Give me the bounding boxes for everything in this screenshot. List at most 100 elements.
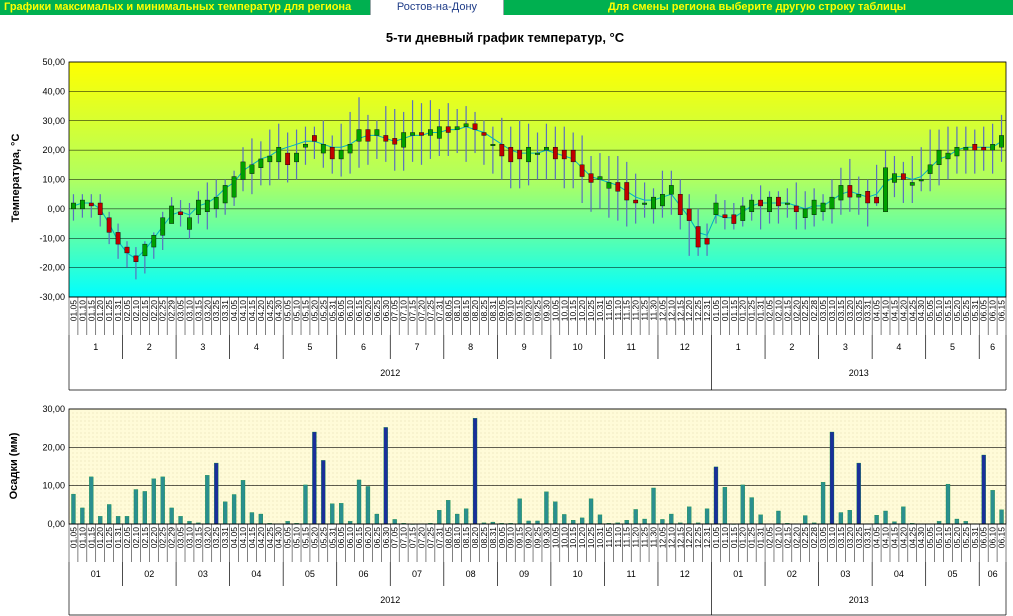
precip-date-tick-label: 03.25 bbox=[211, 527, 221, 549]
precip-bar bbox=[722, 487, 728, 525]
precip-date-tick-label: 07.10 bbox=[399, 527, 409, 549]
temp-date-tick-label: 01.31 bbox=[756, 300, 766, 322]
precip-y-tick-label: 20,00 bbox=[42, 442, 65, 452]
temp-candle bbox=[552, 146, 558, 160]
temp-candle bbox=[142, 243, 148, 257]
precip-month-label: 02 bbox=[787, 569, 797, 579]
temp-candle bbox=[169, 205, 175, 224]
precip-bar bbox=[633, 509, 638, 525]
temp-date-tick-label: 05.31 bbox=[327, 300, 337, 322]
temp-date-tick-label: 07.25 bbox=[425, 300, 435, 322]
precip-date-tick-label: 04.30 bbox=[274, 527, 284, 549]
temp-date-tick-label: 05.25 bbox=[961, 300, 971, 322]
precip-date-tick-label: 05.05 bbox=[283, 527, 293, 549]
temp-candle bbox=[544, 146, 549, 151]
precip-date-tick-label: 11.20 bbox=[631, 527, 641, 548]
precip-date-tick-label: 04.05 bbox=[872, 527, 882, 549]
precip-bar bbox=[740, 484, 745, 525]
precip-bar bbox=[642, 518, 647, 525]
precip-date-tick-label: 01.25 bbox=[747, 527, 757, 549]
precip-date-tick-label: 01.15 bbox=[729, 527, 739, 549]
temp-candle bbox=[829, 196, 835, 210]
precip-date-tick-label: 06.25 bbox=[372, 527, 382, 549]
temp-date-tick-label: 01.05 bbox=[711, 300, 721, 322]
precip-date-tick-label: 02.29 bbox=[167, 527, 177, 549]
precip-plot-area bbox=[69, 409, 1006, 524]
temp-month-label: 5 bbox=[307, 342, 312, 352]
temp-candle bbox=[392, 138, 398, 145]
temp-candle bbox=[267, 155, 273, 163]
temp-candle bbox=[660, 193, 665, 207]
banner-hint: Для смены региона выберите другую строку… bbox=[608, 1, 906, 13]
temp-date-tick-label: 11.10 bbox=[613, 300, 623, 321]
precip-date-tick-label: 02.10 bbox=[773, 527, 783, 549]
precip-date-tick-label: 08.05 bbox=[443, 527, 453, 549]
temp-date-tick-label: 04.05 bbox=[229, 300, 239, 322]
temp-month-label: 6 bbox=[361, 342, 366, 352]
precip-bar bbox=[776, 510, 781, 525]
temp-candle bbox=[445, 126, 451, 133]
temp-month-label: 7 bbox=[415, 342, 420, 352]
precip-y-tick-label: 0,00 bbox=[47, 519, 65, 529]
temp-candle bbox=[633, 199, 639, 204]
temp-date-tick-label: 08.15 bbox=[461, 300, 471, 322]
temp-date-tick-label: 12.31 bbox=[702, 300, 712, 322]
temp-date-tick-label: 05.15 bbox=[300, 300, 310, 322]
temp-candle bbox=[820, 202, 826, 213]
precip-bar bbox=[562, 514, 567, 525]
precip-date-tick-label: 06.15 bbox=[354, 527, 364, 549]
temp-date-tick-label: 04.15 bbox=[889, 300, 899, 322]
precip-date-tick-label: 05.31 bbox=[327, 527, 337, 549]
temp-date-tick-label: 05.05 bbox=[283, 300, 293, 322]
precip-y-tick-label: 10,00 bbox=[42, 481, 65, 491]
temp-date-tick-label: 01.20 bbox=[95, 300, 105, 322]
temp-candle bbox=[686, 208, 692, 221]
precip-date-tick-label: 03.20 bbox=[845, 527, 855, 549]
temp-date-tick-label: 03.31 bbox=[863, 300, 873, 322]
precip-date-tick-label: 04.25 bbox=[265, 527, 275, 549]
precip-date-tick-label: 05.20 bbox=[309, 527, 319, 549]
temp-date-tick-label: 03.10 bbox=[827, 300, 837, 322]
temp-candle bbox=[802, 208, 808, 218]
temp-candle bbox=[784, 202, 790, 205]
temp-candle bbox=[865, 191, 871, 204]
temp-candle bbox=[472, 123, 478, 130]
precip-bar bbox=[758, 514, 763, 525]
precip-date-tick-label: 11.10 bbox=[613, 527, 623, 548]
temp-candle bbox=[249, 164, 255, 174]
precip-bar bbox=[981, 454, 986, 525]
precip-bar bbox=[178, 516, 183, 525]
temp-date-tick-label: 05.05 bbox=[925, 300, 935, 322]
temp-candle bbox=[936, 149, 942, 166]
temp-month-label: 2 bbox=[789, 342, 794, 352]
temp-candle bbox=[410, 132, 415, 136]
precip-date-tick-label: 02.20 bbox=[791, 527, 801, 549]
precip-date-tick-label: 06.20 bbox=[363, 527, 373, 549]
region-selector[interactable]: Ростов-на-Дону bbox=[370, 0, 504, 15]
temp-date-tick-label: 10.15 bbox=[568, 300, 578, 322]
temp-candle bbox=[231, 176, 237, 198]
temp-date-tick-label: 08.10 bbox=[452, 300, 462, 322]
temp-candle bbox=[972, 144, 978, 151]
precip-date-tick-label: 05.25 bbox=[961, 527, 971, 549]
precip-date-tick-label: 01.05 bbox=[711, 527, 721, 549]
precip-bar bbox=[624, 520, 629, 525]
temp-candle bbox=[419, 132, 424, 136]
temp-date-tick-label: 03.31 bbox=[220, 300, 230, 322]
temp-date-tick-label: 05.20 bbox=[952, 300, 962, 322]
temp-date-tick-label: 09.25 bbox=[533, 300, 543, 322]
temp-candle bbox=[927, 164, 933, 174]
temp-candle bbox=[374, 129, 380, 136]
precip-bar bbox=[455, 513, 460, 525]
temp-date-tick-label: 09.30 bbox=[541, 300, 551, 322]
precip-date-tick-label: 09.10 bbox=[506, 527, 516, 549]
temp-candle bbox=[874, 196, 880, 204]
precip-year-label: 2012 bbox=[380, 595, 400, 605]
temp-candle bbox=[677, 193, 683, 215]
precip-bar bbox=[954, 518, 960, 525]
temp-candle bbox=[276, 146, 282, 163]
precip-year-label: 2013 bbox=[849, 595, 869, 605]
precip-date-tick-label: 06.30 bbox=[381, 527, 391, 549]
precip-bar bbox=[133, 489, 139, 525]
precip-bar bbox=[999, 509, 1004, 525]
